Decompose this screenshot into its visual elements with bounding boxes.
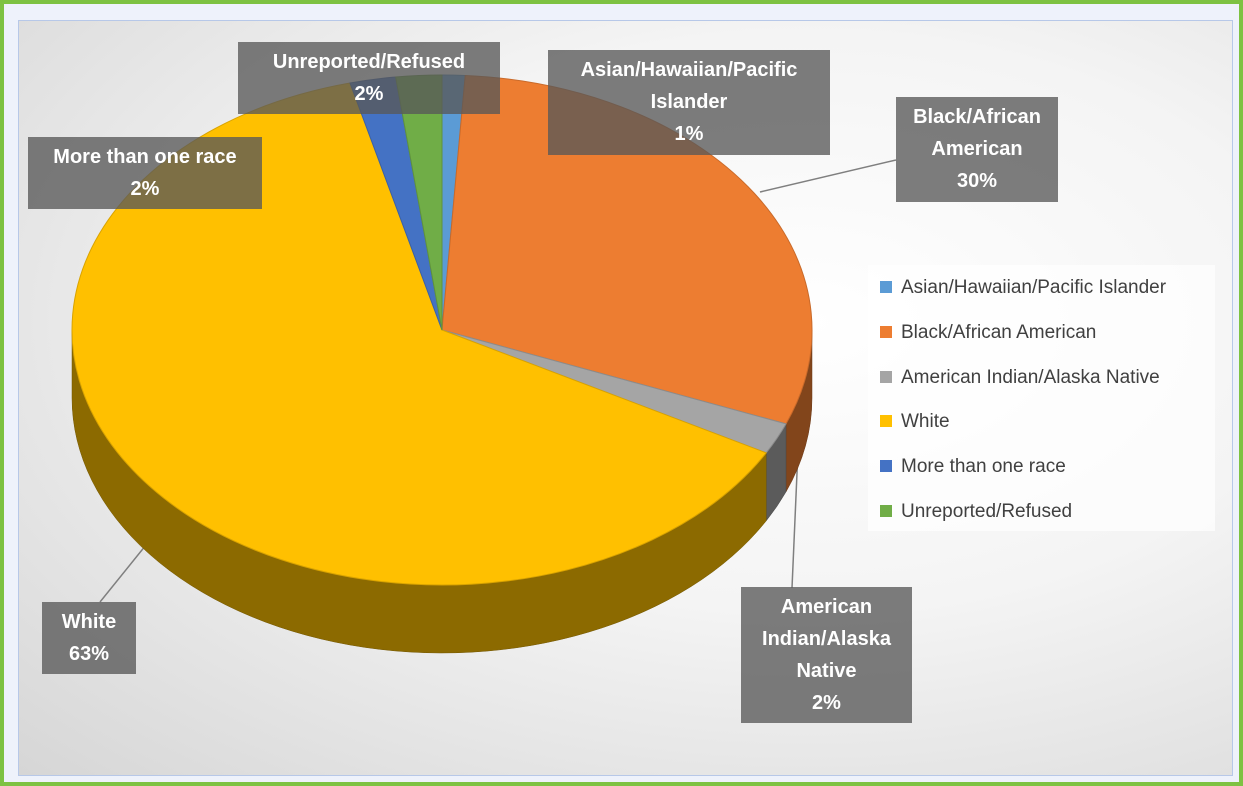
data-label-value: 30% bbox=[956, 170, 998, 192]
legend-entry: Asian/Hawaiian/Pacific Islander bbox=[880, 277, 1166, 299]
legend-swatch bbox=[880, 460, 892, 473]
legend-swatch bbox=[880, 281, 892, 293]
data-label-value: 63% bbox=[68, 643, 110, 665]
data-label: White 63% bbox=[42, 602, 136, 674]
legend-swatch bbox=[880, 505, 892, 517]
data-label-value: 2% bbox=[130, 178, 160, 200]
leader-line bbox=[759, 159, 897, 193]
legend-label: Asian/Hawaiian/Pacific Islander bbox=[901, 277, 1167, 298]
data-label-category: White bbox=[61, 611, 117, 633]
data-label: Asian/Hawaiian/Pacific Islander 1% bbox=[548, 50, 830, 155]
legend-swatch bbox=[880, 370, 892, 383]
legend: Asian/Hawaiian/Pacific Islander Black/Afr… bbox=[868, 265, 1215, 531]
data-label-category: Unreported/Refused bbox=[272, 51, 466, 73]
legend-label: White bbox=[901, 411, 950, 433]
data-label-value: 2% bbox=[354, 83, 384, 105]
data-label-category: Asian/Hawaiian/Pacific Islander bbox=[580, 59, 798, 113]
leader-line bbox=[791, 449, 799, 589]
data-label-category: More than one race bbox=[53, 146, 237, 168]
legend-label: American Indian/Alaska Native bbox=[901, 366, 1160, 388]
leader-line bbox=[99, 539, 151, 603]
legend-swatch bbox=[880, 325, 892, 338]
legend-entry: Unreported/Refused bbox=[880, 501, 1072, 523]
legend-entry: American Indian/Alaska Native bbox=[880, 367, 1160, 389]
data-label: Black/African American 30% bbox=[896, 97, 1058, 202]
legend-swatch bbox=[880, 415, 892, 428]
legend-entry: Black/African American bbox=[880, 322, 1096, 344]
data-label: More than one race 2% bbox=[28, 137, 262, 209]
legend-label: More than one race bbox=[901, 456, 1066, 478]
data-label: American Indian/Alaska Native 2% bbox=[741, 587, 912, 723]
data-label: Unreported/Refused 2% bbox=[238, 42, 500, 114]
legend-entry: White bbox=[880, 411, 950, 433]
data-label-value: 1% bbox=[674, 123, 704, 145]
data-label-value: 2% bbox=[812, 692, 841, 714]
legend-label: Black/African American bbox=[901, 321, 1097, 343]
legend-label: Unreported/Refused bbox=[901, 501, 1073, 522]
data-label-category: American Indian/Alaska Native bbox=[762, 596, 891, 682]
data-label-category: Black/African American bbox=[913, 106, 1041, 160]
legend-entry: More than one race bbox=[880, 456, 1066, 478]
